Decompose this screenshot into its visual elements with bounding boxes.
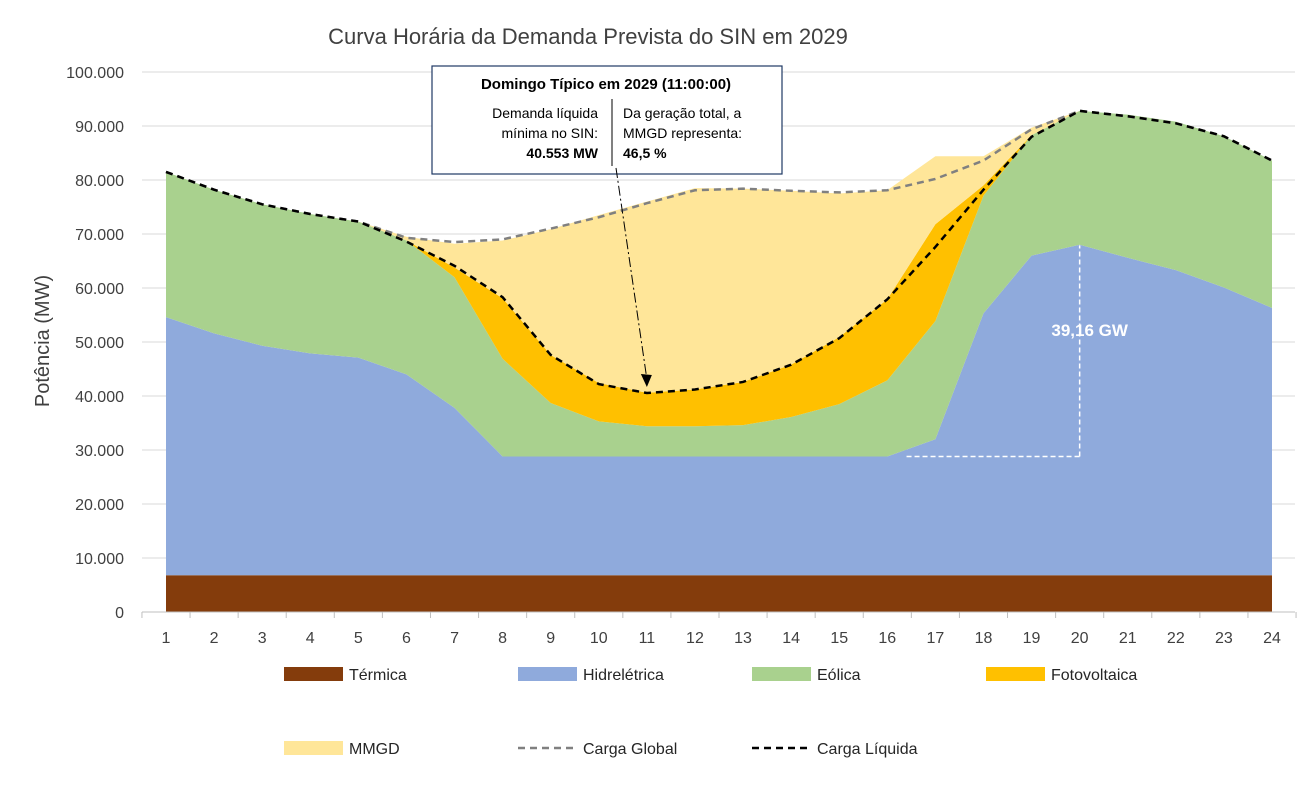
axes: 0 10.000 20.000 30.000 40.000 50.000 60.000 70.… <box>66 65 1297 647</box>
x-tick-label-10: 10 <box>590 630 608 647</box>
line-0 <box>165 109 1273 244</box>
callout-right-line-1: MMGD representa: <box>623 125 742 141</box>
legend-label-térmica: Térmica <box>349 667 407 684</box>
y-tick-label-3: 30.000 <box>75 443 124 460</box>
x-tick-label-21: 21 <box>1119 630 1137 647</box>
y-tick-label-5: 50.000 <box>75 335 124 352</box>
callout-title: Domingo Típico em 2029 (11:00:00) <box>481 76 731 93</box>
y-axis-label: Potência (MW) <box>32 275 54 407</box>
line-1 <box>165 109 1273 395</box>
x-tick-label-1: 1 <box>162 630 171 647</box>
legend-label-carga-global: Carga Global <box>583 741 677 758</box>
x-tick-label-7: 7 <box>450 630 459 647</box>
area-eólica <box>166 110 1272 457</box>
legend-label-hidrelétrica: Hidrelétrica <box>583 667 664 684</box>
legend: Térmica Hidrelétrica Eólica Fotovoltaica MMG… <box>284 667 1137 758</box>
y-tick-label-2: 20.000 <box>75 497 124 514</box>
x-tick-label-3: 3 <box>258 630 267 647</box>
y-tick-label-1: 10.000 <box>75 551 124 568</box>
load-lines <box>165 109 1273 395</box>
y-tick-label-8: 80.000 <box>75 173 124 190</box>
callout-box <box>431 65 783 175</box>
y-tick-label-4: 40.000 <box>75 389 124 406</box>
legend-label-carga-líquida: Carga Líquida <box>817 741 918 758</box>
x-tick-label-12: 12 <box>686 630 704 647</box>
x-tick-label-13: 13 <box>734 630 752 647</box>
y-tick-label-10: 100.000 <box>66 65 124 82</box>
legend-label-eólica: Eólica <box>817 667 861 684</box>
x-tick-label-24: 24 <box>1263 630 1281 647</box>
y-tick-label-6: 60.000 <box>75 281 124 298</box>
callout-arrow-head <box>640 374 652 388</box>
x-tick-label-5: 5 <box>354 630 363 647</box>
legend-swatch-eólica <box>752 667 811 681</box>
x-tick-label-2: 2 <box>210 630 219 647</box>
area-térmica <box>166 575 1272 612</box>
callout-left-line-1: mínima no SIN: <box>502 125 598 141</box>
measure-annotation: 39,16 GW <box>906 245 1129 458</box>
callout-annotation: Domingo Típico em 2029 (11:00:00) Demanda… <box>431 65 783 388</box>
callout-left-line-0: Demanda líquida <box>492 105 598 121</box>
x-tick-label-15: 15 <box>830 630 848 647</box>
legend-swatch-hidrelétrica <box>518 667 577 681</box>
x-tick-label-22: 22 <box>1167 630 1185 647</box>
chart-title: Curva Horária da Demanda Prevista do SIN… <box>328 24 848 49</box>
x-tick-label-4: 4 <box>306 630 315 647</box>
legend-swatch-térmica <box>284 667 343 681</box>
y-tick-label-9: 90.000 <box>75 119 124 136</box>
callout-right-value: 46,5 % <box>623 145 667 161</box>
callout-right-line-0: Da geração total, a <box>623 105 742 121</box>
x-tick-label-9: 9 <box>546 630 555 647</box>
legend-swatch-fotovoltaica <box>986 667 1045 681</box>
x-tick-label-14: 14 <box>782 630 800 647</box>
callout-left-value: 40.553 MW <box>526 145 598 161</box>
x-tick-label-16: 16 <box>878 630 896 647</box>
measure-label: 39,16 GW <box>1051 321 1128 340</box>
legend-label-mmgd: MMGD <box>349 741 400 758</box>
x-tick-label-23: 23 <box>1215 630 1233 647</box>
x-tick-label-18: 18 <box>975 630 993 647</box>
x-tick-label-19: 19 <box>1023 630 1041 647</box>
x-tick-label-11: 11 <box>639 630 656 647</box>
area-hidrelétrica <box>166 244 1272 576</box>
y-tick-label-0: 0 <box>115 605 124 622</box>
x-tick-label-20: 20 <box>1071 630 1089 647</box>
legend-swatch-mmgd <box>284 741 343 755</box>
legend-label-fotovoltaica: Fotovoltaica <box>1051 667 1137 684</box>
x-tick-label-17: 17 <box>926 630 944 647</box>
stacked-areas <box>166 110 1272 612</box>
x-tick-label-8: 8 <box>498 630 507 647</box>
x-tick-label-6: 6 <box>402 630 411 647</box>
y-tick-label-7: 70.000 <box>75 227 124 244</box>
area-mmgd <box>166 110 1272 393</box>
